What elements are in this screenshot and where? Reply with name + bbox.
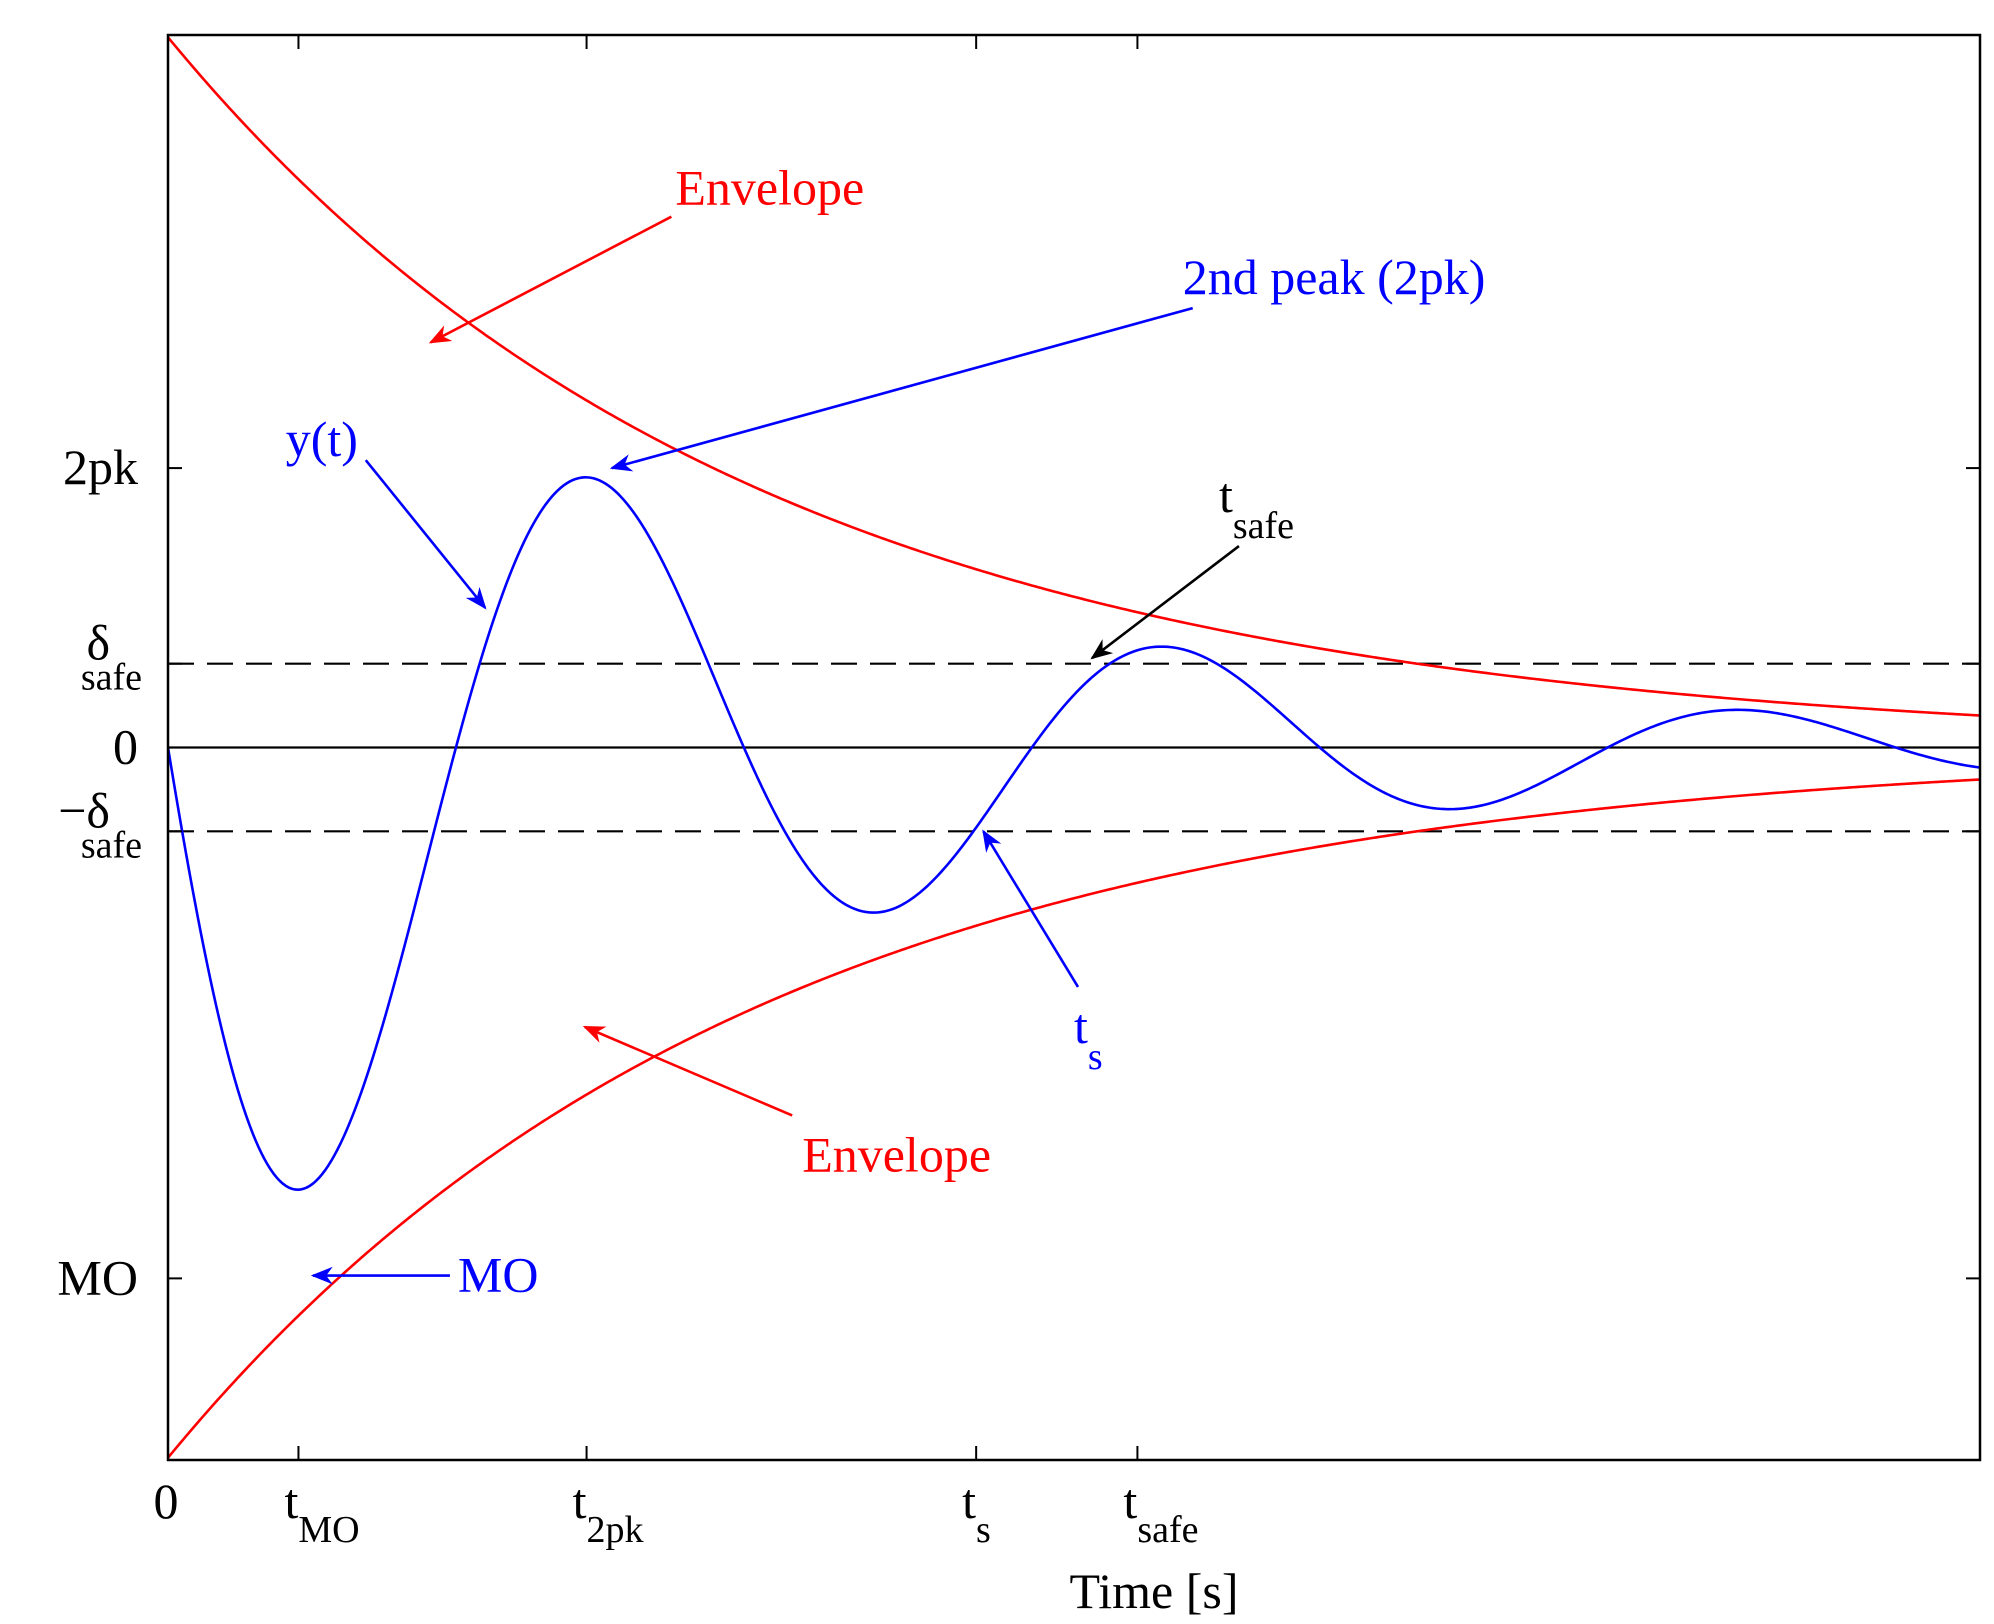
annotation-arrow-yt — [364, 459, 487, 610]
x-tick-label: ts — [962, 1473, 991, 1551]
series-upper-envelope-line — [168, 36, 1980, 717]
y-tick-label: 0 — [113, 719, 138, 775]
annotation-label-mo: MO — [458, 1247, 539, 1303]
x-tick-label: 0 — [154, 1473, 179, 1529]
reference-lines — [168, 662, 1980, 833]
y-tick-label: MO — [57, 1249, 138, 1305]
annotation-label-tsafe: tsafe — [1219, 467, 1294, 547]
annotation-label-second-peak: 2nd peak (2pk) — [1183, 249, 1486, 305]
y-tick-label: δ safe — [81, 615, 142, 699]
x-tick-label: t2pk — [573, 1473, 644, 1551]
annotation-arrow-ts — [982, 829, 1080, 988]
annotation-arrow-tsafe — [1090, 544, 1240, 660]
annotations: Envelope 2nd peak (2pk) y(t) tsafe ts Envelop… — [286, 160, 1486, 1303]
y-tick-label: −δ safe — [58, 782, 142, 866]
series-y-t--line — [168, 476, 1980, 1192]
series-layer — [168, 36, 1980, 1459]
x-tick-label: tsafe — [1123, 1473, 1198, 1551]
x-tick-label: tMO — [284, 1473, 359, 1551]
annotation-arrow-envelope-bottom — [582, 1025, 793, 1117]
annotation-arrow-second-peak — [609, 306, 1194, 472]
annotation-label-ts: ts — [1074, 998, 1103, 1078]
series-lower-envelope-line — [168, 778, 1980, 1459]
x-axis-label: Time [s] — [1069, 1563, 1238, 1619]
annotation-label-envelope-bottom: Envelope — [802, 1126, 991, 1182]
y-tick-label: 2pk — [63, 439, 138, 495]
annotation-arrow-envelope-top — [428, 215, 672, 344]
annotation-label-envelope-top: Envelope — [675, 160, 864, 216]
axis-ticks: 0 tMO t2pk ts tsafe 2pk δ safe 0 −δ safe MO — [57, 35, 1980, 1551]
annotation-label-yt: y(t) — [286, 411, 358, 467]
